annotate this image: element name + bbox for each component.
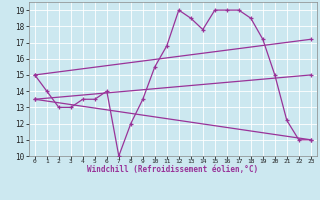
X-axis label: Windchill (Refroidissement éolien,°C): Windchill (Refroidissement éolien,°C) bbox=[87, 165, 258, 174]
